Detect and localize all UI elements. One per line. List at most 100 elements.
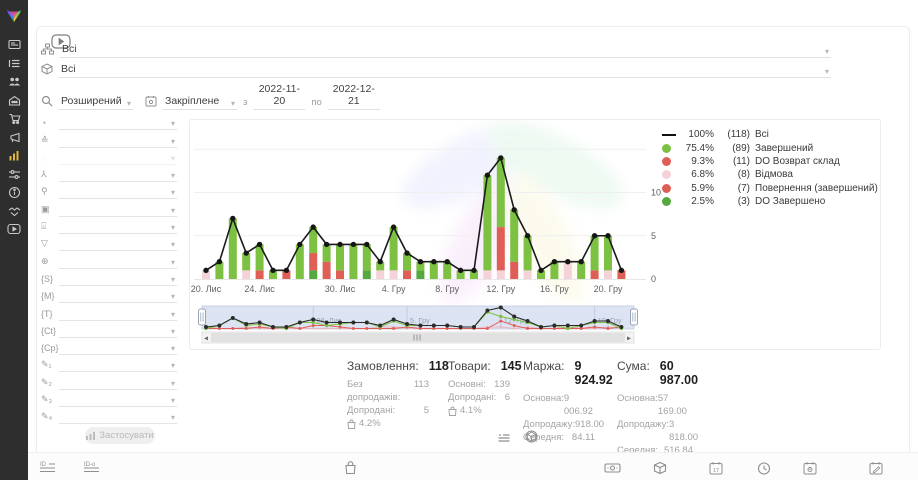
legend-item[interactable]: 2.5% (3) DO Завершено	[662, 195, 878, 208]
bar-segment[interactable]	[389, 270, 398, 279]
line-point[interactable]	[377, 259, 383, 265]
legend-item[interactable]: 5.9% (7) Повернення (завершений)	[662, 182, 878, 195]
line-point[interactable]	[498, 155, 504, 161]
bar-segment[interactable]	[617, 270, 626, 279]
tab-calendar-fixed-icon[interactable]	[803, 461, 817, 480]
app-logo[interactable]	[0, 5, 28, 27]
bar-segment[interactable]	[537, 270, 545, 279]
products-view-icon[interactable]	[525, 430, 538, 448]
date-from-input[interactable]: 2022-11-20	[253, 83, 306, 110]
bar-segment[interactable]	[242, 270, 251, 279]
navigator-handle-right[interactable]	[630, 308, 638, 326]
sidebar-item-settings[interactable]	[0, 166, 28, 182]
sidebar-item-orders[interactable]	[0, 55, 28, 71]
scroll-right-arrow[interactable]: ▸	[627, 334, 631, 343]
bar-segment[interactable]	[429, 261, 438, 279]
sidebar-item-tutorials[interactable]	[0, 221, 28, 237]
line-point[interactable]	[270, 267, 276, 274]
bar-segment[interactable]	[269, 270, 277, 279]
line-point[interactable]	[565, 259, 571, 265]
tab-payments-icon[interactable]	[604, 461, 621, 479]
bar-segment[interactable]	[550, 261, 559, 279]
line-point[interactable]	[417, 259, 424, 265]
legend-item[interactable]: 75.4% (89) Завершений	[662, 141, 878, 154]
line-point[interactable]	[337, 241, 343, 248]
tab-orders-by-id-o-icon[interactable]: ID-o	[84, 461, 102, 479]
bar-segment[interactable]	[322, 261, 331, 279]
line-point[interactable]	[230, 215, 236, 222]
filter-select[interactable]	[59, 274, 177, 286]
bar-segment[interactable]	[456, 270, 465, 279]
bar-segment[interactable]	[309, 227, 318, 254]
bar-segment[interactable]	[590, 235, 599, 271]
line-point[interactable]	[243, 250, 249, 256]
bar-segment[interactable]	[309, 253, 318, 271]
bar-segment[interactable]	[228, 218, 237, 279]
bar-segment[interactable]	[282, 270, 291, 279]
legend-item[interactable]: 6.8% (8) Відмова	[662, 168, 878, 181]
products-select[interactable]: Всі	[59, 63, 831, 78]
filter-select[interactable]	[59, 136, 177, 148]
sidebar-item-company[interactable]	[0, 92, 28, 108]
line-point[interactable]	[323, 241, 330, 248]
tab-calendar-edit-icon[interactable]	[869, 461, 883, 480]
filter-select[interactable]	[59, 343, 177, 356]
bar-segment[interactable]	[416, 270, 425, 279]
period-mode-select[interactable]: Закріплене	[163, 95, 237, 110]
bar-segment[interactable]	[590, 270, 599, 279]
tab-orders-by-id-icon[interactable]: ID	[40, 461, 56, 479]
bar-segment[interactable]	[336, 270, 344, 279]
line-point[interactable]	[297, 241, 303, 248]
line-point[interactable]	[203, 267, 209, 274]
line-point[interactable]	[618, 267, 625, 274]
bar-segment[interactable]	[336, 244, 344, 271]
filter-select[interactable]	[59, 360, 177, 373]
line-point[interactable]	[511, 207, 517, 213]
filter-select[interactable]	[59, 118, 177, 131]
apply-button[interactable]: Застосувати	[85, 427, 155, 444]
bar-segment[interactable]	[483, 270, 492, 279]
bar-segment[interactable]	[215, 261, 224, 279]
bar-segment[interactable]	[202, 270, 210, 279]
filter-select[interactable]	[59, 170, 177, 183]
filter-select[interactable]	[59, 187, 177, 200]
line-point[interactable]	[538, 267, 544, 274]
bar-segment[interactable]	[470, 270, 478, 279]
tab-calendar-date-icon[interactable]: 17	[709, 461, 723, 480]
bar-segment[interactable]	[376, 261, 385, 271]
navigator-handle-left[interactable]	[198, 308, 206, 326]
bar-segment[interactable]	[496, 270, 505, 279]
filter-select[interactable]	[59, 395, 177, 408]
line-point[interactable]	[605, 233, 611, 239]
sidebar-item-info[interactable]	[0, 184, 28, 200]
filter-select[interactable]	[59, 309, 177, 321]
scroll-left-arrow[interactable]: ◂	[204, 334, 208, 343]
line-point[interactable]	[524, 233, 531, 239]
legend-item[interactable]: 100% (118) Всі	[662, 128, 878, 141]
bar-segment[interactable]	[362, 244, 371, 271]
bar-segment[interactable]	[403, 270, 411, 279]
line-point[interactable]	[444, 259, 450, 265]
bar-segment[interactable]	[510, 261, 519, 279]
line-point[interactable]	[431, 259, 437, 265]
bar-segment[interactable]	[496, 157, 505, 228]
filter-select[interactable]	[59, 412, 177, 425]
sidebar-item-clients[interactable]	[0, 73, 28, 89]
line-point[interactable]	[283, 267, 290, 274]
line-point[interactable]	[551, 259, 558, 265]
bar-segment[interactable]	[322, 244, 331, 262]
line-point[interactable]	[404, 250, 410, 256]
sidebar-item-analytics[interactable]	[0, 147, 28, 163]
sidebar-item-marketing[interactable]	[0, 129, 28, 145]
bar-segment[interactable]	[577, 261, 586, 279]
bar-segment[interactable]	[295, 244, 304, 279]
line-point[interactable]	[390, 224, 397, 230]
scrollbar-thumb[interactable]	[211, 333, 625, 342]
bar-segment[interactable]	[604, 270, 612, 279]
filter-select[interactable]	[59, 222, 177, 235]
line-point[interactable]	[350, 241, 357, 248]
tab-products-box-icon[interactable]	[653, 461, 667, 480]
tab-time-icon[interactable]	[757, 461, 771, 480]
filter-select[interactable]	[59, 239, 177, 252]
line-point[interactable]	[256, 241, 263, 248]
